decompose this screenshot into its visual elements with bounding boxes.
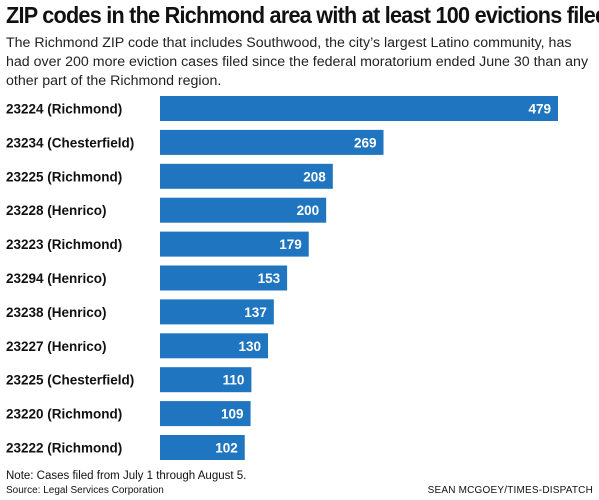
category-label: 23234 (Chesterfield): [6, 135, 134, 150]
category-label: 23222 (Richmond): [6, 441, 122, 456]
bar: [160, 435, 245, 460]
bar: [160, 299, 274, 325]
chart-credit: SEAN MCGOEY/TIMES-DISPATCH: [427, 485, 593, 496]
bar: [160, 265, 288, 291]
category-label: 23224 (Richmond): [6, 102, 122, 117]
value-label: 200: [297, 203, 320, 218]
category-label: 23225 (Richmond): [6, 169, 122, 184]
chart-subtitle: The Richmond ZIP code that includes Sout…: [6, 35, 589, 89]
category-label: 23228 (Henrico): [6, 203, 107, 218]
chart-title: ZIP codes in the Richmond area with at l…: [6, 2, 599, 28]
bar: [160, 129, 384, 155]
category-label: 23238 (Henrico): [6, 305, 107, 320]
chart-note: Note: Cases filed from July 1 through Au…: [6, 470, 247, 482]
value-label: 137: [244, 305, 267, 320]
value-label: 179: [279, 237, 302, 252]
value-label: 109: [221, 407, 244, 422]
bar: [160, 367, 252, 393]
category-label: 23294 (Henrico): [6, 271, 107, 286]
bar: [160, 96, 558, 121]
category-label: 23227 (Henrico): [6, 339, 107, 354]
bar: [160, 163, 333, 189]
category-label: 23220 (Richmond): [6, 407, 122, 422]
bar: [160, 401, 251, 427]
value-label: 269: [354, 135, 377, 150]
value-label: 153: [258, 271, 281, 286]
bar: [160, 197, 327, 223]
bar: [160, 333, 269, 359]
value-label: 102: [215, 441, 238, 456]
value-label: 130: [238, 339, 261, 354]
chart-source: Source: Legal Services Corporation: [6, 485, 164, 496]
value-label: 110: [223, 373, 245, 388]
category-label: 23223 (Richmond): [6, 237, 122, 252]
category-label: 23225 (Chesterfield): [6, 373, 134, 388]
value-label: 479: [528, 102, 551, 117]
value-label: 208: [303, 169, 326, 184]
bar: [160, 231, 309, 257]
